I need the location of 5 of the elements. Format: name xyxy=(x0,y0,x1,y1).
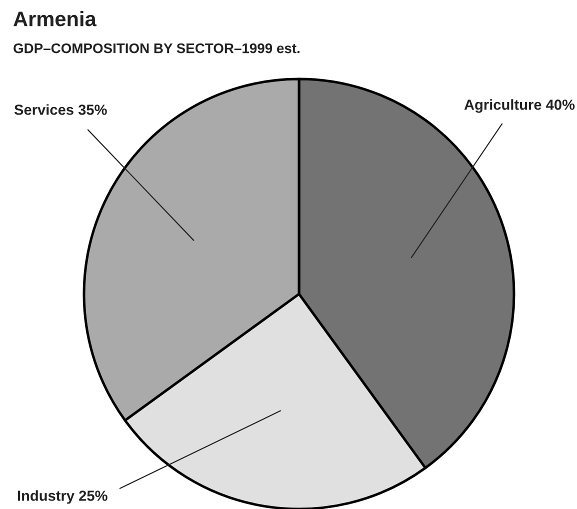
chart-subtitle: GDP–COMPOSITION BY SECTOR–1999 est. xyxy=(14,43,300,54)
slice-label: Industry 25% xyxy=(18,490,108,504)
slice-label: Services 35% xyxy=(14,104,107,115)
slice-label: Agriculture 40% xyxy=(464,99,575,113)
chart-title: Armenia xyxy=(14,11,96,26)
